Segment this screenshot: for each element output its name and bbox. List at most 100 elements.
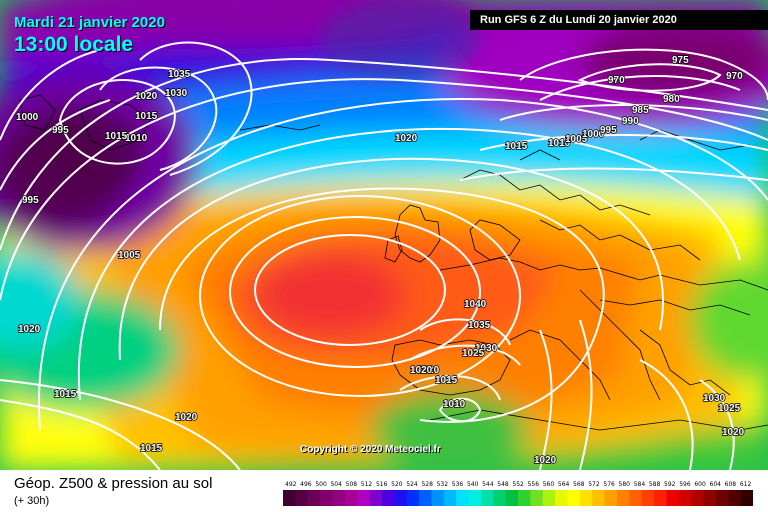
scale-tick-label: 584 <box>634 481 646 488</box>
isobar-label: 1030 <box>475 343 498 354</box>
isobar-label: 990 <box>622 116 639 127</box>
color-swatch <box>666 490 680 506</box>
isobar-label: 970 <box>726 71 743 82</box>
color-swatch <box>616 490 630 506</box>
isobar-label: 1020 <box>395 133 418 144</box>
scale-tick-label: 496 <box>300 481 312 488</box>
scale-tick-label: 512 <box>361 481 373 488</box>
isobar-label: 1015 <box>54 389 77 400</box>
scale-tick-label: 572 <box>588 481 600 488</box>
color-swatch <box>344 490 358 506</box>
isobar-label: 1015 <box>140 443 163 454</box>
isobar-label: 1005 <box>565 134 588 145</box>
isobar-label: 985 <box>632 105 649 116</box>
isobar-label: 1020 <box>417 365 440 376</box>
color-swatch <box>678 490 692 506</box>
scale-tick-label: 560 <box>543 481 555 488</box>
color-swatch <box>369 490 383 506</box>
isobar-label: 1020 <box>18 324 41 335</box>
color-swatch <box>431 490 445 506</box>
scale-tick-label: 536 <box>452 481 464 488</box>
isobar-label: 1010 <box>125 133 148 144</box>
color-swatch <box>493 490 507 506</box>
color-swatch <box>740 490 753 506</box>
color-swatch <box>592 490 605 506</box>
color-swatch <box>567 490 581 506</box>
isobar-label: 1015 <box>435 375 458 386</box>
isobar-label: 1020 <box>534 455 557 466</box>
scale-tick-label: 604 <box>710 481 722 488</box>
scale-tick-label: 576 <box>603 481 615 488</box>
color-swatch <box>629 490 643 506</box>
coastlines <box>19 94 768 431</box>
color-swatch <box>468 490 482 506</box>
color-swatch <box>381 490 395 506</box>
color-swatch <box>555 490 568 506</box>
color-swatch <box>641 490 655 506</box>
color-swatch <box>691 490 704 506</box>
isobar-label: 995 <box>22 195 39 206</box>
scale-tick-label: 552 <box>512 481 524 488</box>
lead-time: (+ 30h) <box>14 495 50 507</box>
color-swatch <box>703 490 717 506</box>
color-swatch <box>307 490 321 506</box>
color-swatch <box>443 490 457 506</box>
scale-tick-label: 504 <box>330 481 342 488</box>
color-swatch <box>530 490 544 506</box>
isobar-label: 975 <box>672 55 689 66</box>
color-swatch <box>480 490 494 506</box>
isobar-label: 1030 <box>165 88 188 99</box>
scale-tick-label: 588 <box>649 481 661 488</box>
color-swatch <box>320 490 333 506</box>
scale-tick-label: 568 <box>573 481 585 488</box>
isobar-label: 1025 <box>462 348 485 359</box>
isobar-label: 1020 <box>135 91 158 102</box>
color-scale-swatches <box>283 490 753 506</box>
isobar-label: 1010 <box>443 399 466 410</box>
isobar-label: 1000 <box>16 112 39 123</box>
color-swatch <box>283 490 296 506</box>
scale-tick-label: 592 <box>664 481 676 488</box>
scale-tick-label: 556 <box>528 481 540 488</box>
color-swatch <box>332 490 346 506</box>
scale-tick-label: 612 <box>740 481 752 488</box>
scale-tick-label: 580 <box>619 481 631 488</box>
color-swatch <box>357 490 370 506</box>
scale-tick-label: 540 <box>467 481 479 488</box>
weather-map: 1035 1030 1020 1015 1010 1015 1000 995 9… <box>0 0 768 470</box>
scale-tick-label: 600 <box>694 481 706 488</box>
color-swatch <box>505 490 519 506</box>
isobar-label: 1015 <box>505 141 528 152</box>
isobar-label: 1020 <box>175 412 198 423</box>
isobars <box>0 41 768 470</box>
forecast-time: 13:00 locale <box>14 33 134 56</box>
scale-tick-label: 508 <box>346 481 358 488</box>
color-scale: 492 496 500 504 508 512 516 520 524 528 532 536 540 5… <box>283 481 753 506</box>
color-swatch <box>518 490 531 506</box>
scale-tick-label: 528 <box>421 481 433 488</box>
field-title: Géop. Z500 & pression au sol <box>14 475 213 492</box>
scale-tick-label: 516 <box>376 481 388 488</box>
color-swatch <box>419 490 432 506</box>
color-swatch <box>456 490 469 506</box>
isobar-label: 1005 <box>118 250 141 261</box>
model-run-label: Run GFS 6 Z du Lundi 20 janvier 2020 <box>470 10 768 30</box>
isobar-label: 970 <box>608 75 625 86</box>
color-swatch <box>295 490 309 506</box>
isobar-label: 1015 <box>105 131 128 142</box>
isobar-label: 1040 <box>464 299 487 310</box>
isobar-label: 995 <box>52 125 69 136</box>
isobar-label: 1000 <box>582 129 605 140</box>
color-swatch <box>394 490 408 506</box>
isobar-label: 1015 <box>135 111 158 122</box>
color-swatch <box>728 490 742 506</box>
geopotential-field: 1035 1030 1020 1015 1010 1015 1000 995 9… <box>0 0 768 470</box>
scale-tick-label: 520 <box>391 481 403 488</box>
scale-tick-label: 608 <box>725 481 737 488</box>
color-swatch <box>715 490 729 506</box>
isobar-label: 1010 <box>548 138 571 149</box>
scale-tick-label: 548 <box>497 481 509 488</box>
scale-tick-label: 532 <box>437 481 449 488</box>
isobar-label: 1035 <box>168 69 191 80</box>
isobar-label: 1020 <box>410 365 433 376</box>
